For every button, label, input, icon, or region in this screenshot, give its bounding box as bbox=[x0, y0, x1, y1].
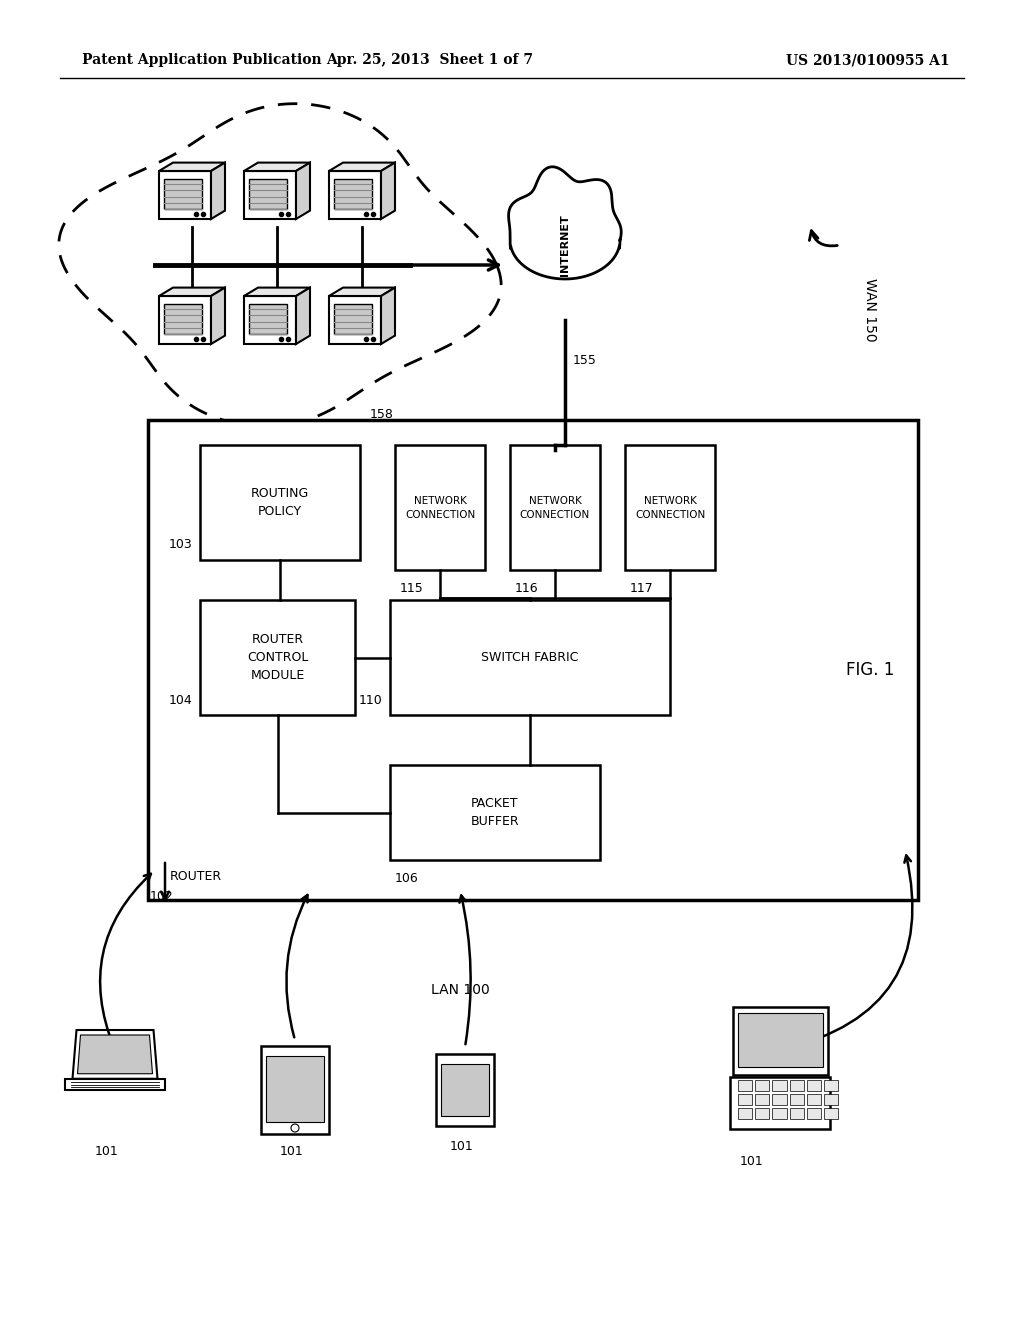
Text: 106: 106 bbox=[395, 873, 419, 884]
Polygon shape bbox=[381, 162, 395, 219]
Bar bbox=[824, 1080, 839, 1092]
Polygon shape bbox=[244, 288, 310, 296]
Text: INTERNET: INTERNET bbox=[560, 214, 570, 276]
Bar bbox=[334, 304, 372, 334]
Text: 101: 101 bbox=[450, 1140, 474, 1152]
Text: PACKET
BUFFER: PACKET BUFFER bbox=[471, 797, 519, 828]
Bar bbox=[436, 1053, 494, 1126]
Bar bbox=[625, 445, 715, 570]
Text: LAN 100: LAN 100 bbox=[431, 983, 489, 997]
Polygon shape bbox=[211, 162, 225, 219]
Bar bbox=[772, 1107, 786, 1119]
Bar bbox=[772, 1094, 786, 1105]
Bar bbox=[790, 1107, 804, 1119]
Text: Patent Application Publication: Patent Application Publication bbox=[82, 53, 322, 67]
Bar bbox=[824, 1094, 839, 1105]
Text: 104: 104 bbox=[168, 693, 193, 706]
Bar bbox=[756, 1107, 769, 1119]
Text: 155: 155 bbox=[573, 354, 597, 367]
Bar bbox=[395, 445, 485, 570]
Polygon shape bbox=[296, 288, 310, 345]
Polygon shape bbox=[296, 162, 310, 219]
Circle shape bbox=[291, 1125, 299, 1133]
Bar bbox=[200, 601, 355, 715]
Bar bbox=[790, 1094, 804, 1105]
Text: 158: 158 bbox=[370, 408, 394, 421]
Text: NETWORK
CONNECTION: NETWORK CONNECTION bbox=[520, 495, 590, 520]
Polygon shape bbox=[211, 288, 225, 345]
FancyArrowPatch shape bbox=[809, 231, 838, 246]
Text: 116: 116 bbox=[515, 582, 539, 595]
Polygon shape bbox=[329, 172, 381, 219]
Text: 101: 101 bbox=[280, 1144, 304, 1158]
Text: 110: 110 bbox=[358, 693, 382, 706]
Bar bbox=[266, 1056, 324, 1122]
Bar bbox=[730, 1077, 830, 1129]
Bar bbox=[65, 1078, 165, 1090]
Bar bbox=[807, 1080, 821, 1092]
Polygon shape bbox=[381, 288, 395, 345]
Bar bbox=[772, 1080, 786, 1092]
Polygon shape bbox=[244, 162, 310, 172]
Polygon shape bbox=[329, 162, 395, 172]
Bar bbox=[738, 1094, 753, 1105]
Bar bbox=[441, 1064, 489, 1115]
Bar bbox=[249, 304, 287, 334]
Text: NETWORK
CONNECTION: NETWORK CONNECTION bbox=[404, 495, 475, 520]
Text: US 2013/0100955 A1: US 2013/0100955 A1 bbox=[786, 53, 950, 67]
Text: ROUTER
CONTROL
MODULE: ROUTER CONTROL MODULE bbox=[247, 634, 308, 682]
Polygon shape bbox=[329, 288, 395, 296]
Text: ROUTING
POLICY: ROUTING POLICY bbox=[251, 487, 309, 517]
FancyArrowPatch shape bbox=[782, 855, 912, 1049]
Text: Apr. 25, 2013  Sheet 1 of 7: Apr. 25, 2013 Sheet 1 of 7 bbox=[327, 53, 534, 67]
Text: 102: 102 bbox=[150, 890, 174, 903]
Text: 103: 103 bbox=[168, 539, 193, 552]
Text: SWITCH FABRIC: SWITCH FABRIC bbox=[481, 651, 579, 664]
Bar bbox=[732, 1007, 827, 1074]
Polygon shape bbox=[159, 162, 225, 172]
Text: FIG. 1: FIG. 1 bbox=[846, 661, 894, 678]
Text: WAN 150: WAN 150 bbox=[863, 279, 877, 342]
Bar bbox=[249, 180, 287, 209]
Text: 101: 101 bbox=[740, 1155, 764, 1168]
Bar bbox=[164, 180, 202, 209]
Bar bbox=[334, 180, 372, 209]
Bar bbox=[824, 1107, 839, 1119]
Bar bbox=[510, 445, 600, 570]
Polygon shape bbox=[73, 1030, 158, 1078]
Text: 117: 117 bbox=[630, 582, 653, 595]
Bar bbox=[790, 1080, 804, 1092]
Polygon shape bbox=[159, 296, 211, 345]
Bar bbox=[737, 1012, 822, 1067]
Bar bbox=[148, 420, 918, 900]
FancyArrowPatch shape bbox=[100, 874, 151, 1048]
Polygon shape bbox=[329, 296, 381, 345]
Bar bbox=[390, 601, 670, 715]
Polygon shape bbox=[159, 172, 211, 219]
Text: NETWORK
CONNECTION: NETWORK CONNECTION bbox=[635, 495, 706, 520]
Bar bbox=[756, 1080, 769, 1092]
Bar bbox=[200, 445, 360, 560]
Polygon shape bbox=[244, 296, 296, 345]
Bar bbox=[807, 1107, 821, 1119]
Text: 101: 101 bbox=[94, 1144, 118, 1158]
Bar bbox=[756, 1094, 769, 1105]
Bar bbox=[261, 1045, 329, 1134]
FancyArrowPatch shape bbox=[287, 895, 307, 1038]
Polygon shape bbox=[159, 288, 225, 296]
Polygon shape bbox=[244, 172, 296, 219]
Bar bbox=[807, 1094, 821, 1105]
Text: ROUTER: ROUTER bbox=[170, 870, 222, 883]
FancyArrowPatch shape bbox=[460, 895, 471, 1044]
Bar bbox=[390, 766, 600, 861]
Text: 115: 115 bbox=[400, 582, 424, 595]
Bar bbox=[164, 304, 202, 334]
Bar bbox=[738, 1107, 753, 1119]
Bar bbox=[738, 1080, 753, 1092]
Polygon shape bbox=[78, 1035, 153, 1073]
